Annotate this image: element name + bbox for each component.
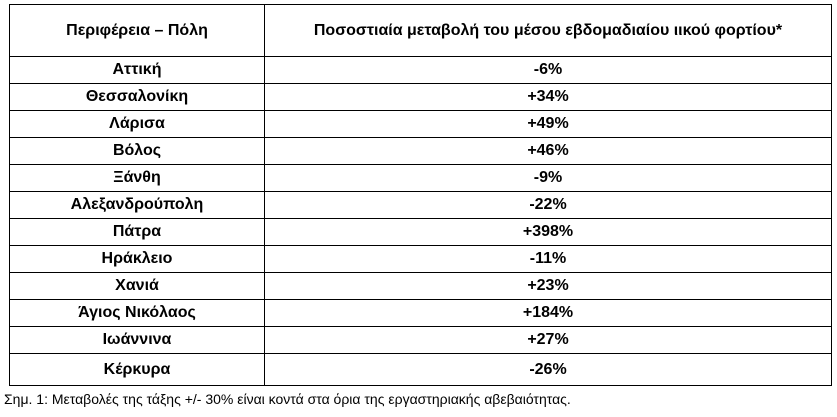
- change-cell: -9%: [264, 164, 832, 192]
- table-row: Ιωάννινα +27%: [9, 326, 832, 354]
- change-cell: +23%: [264, 272, 832, 300]
- city-cell: Ξάνθη: [9, 164, 265, 192]
- change-cell: +398%: [264, 218, 832, 246]
- change-cell: +27%: [264, 326, 832, 354]
- change-cell: +46%: [264, 137, 832, 165]
- table-row: Αλεξανδρούπολη -22%: [9, 191, 832, 219]
- city-cell: Ηράκλειο: [9, 245, 265, 273]
- viral-load-table: Περιφέρεια – Πόλη Ποσοστιαία μεταβολή το…: [9, 4, 832, 386]
- table-row: Βόλος +46%: [9, 137, 832, 165]
- city-cell: Άγιος Νικόλαος: [9, 299, 265, 327]
- table-row: Κέρκυρα -26%: [9, 353, 832, 386]
- table-row: Πάτρα +398%: [9, 218, 832, 246]
- city-cell: Πάτρα: [9, 218, 265, 246]
- city-cell: Κέρκυρα: [9, 353, 265, 386]
- table-row: Θεσσαλονίκη +34%: [9, 83, 832, 111]
- change-cell: -26%: [264, 353, 832, 386]
- change-cell: +184%: [264, 299, 832, 327]
- city-cell: Ιωάννινα: [9, 326, 265, 354]
- city-cell: Αλεξανδρούπολη: [9, 191, 265, 219]
- table-header-row: Περιφέρεια – Πόλη Ποσοστιαία μεταβολή το…: [9, 4, 832, 57]
- city-cell: Χανιά: [9, 272, 265, 300]
- footnote: Σημ. 1: Μεταβολές της τάξης +/- 30% είνα…: [4, 391, 571, 407]
- header-region: Περιφέρεια – Πόλη: [9, 4, 265, 57]
- city-cell: Αττική: [9, 56, 265, 84]
- change-cell: +49%: [264, 110, 832, 138]
- change-cell: -6%: [264, 56, 832, 84]
- table-row: Λάρισα +49%: [9, 110, 832, 138]
- change-cell: +34%: [264, 83, 832, 111]
- table-row: Χανιά +23%: [9, 272, 832, 300]
- table-row: Αττική -6%: [9, 56, 832, 84]
- city-cell: Βόλος: [9, 137, 265, 165]
- city-cell: Θεσσαλονίκη: [9, 83, 265, 111]
- change-cell: -22%: [264, 191, 832, 219]
- change-cell: -11%: [264, 245, 832, 273]
- city-cell: Λάρισα: [9, 110, 265, 138]
- table-row: Ξάνθη -9%: [9, 164, 832, 192]
- table-row: Ηράκλειο -11%: [9, 245, 832, 273]
- table-row: Άγιος Νικόλαος +184%: [9, 299, 832, 327]
- header-change: Ποσοστιαία μεταβολή του μέσου εβδομαδιαί…: [264, 4, 832, 57]
